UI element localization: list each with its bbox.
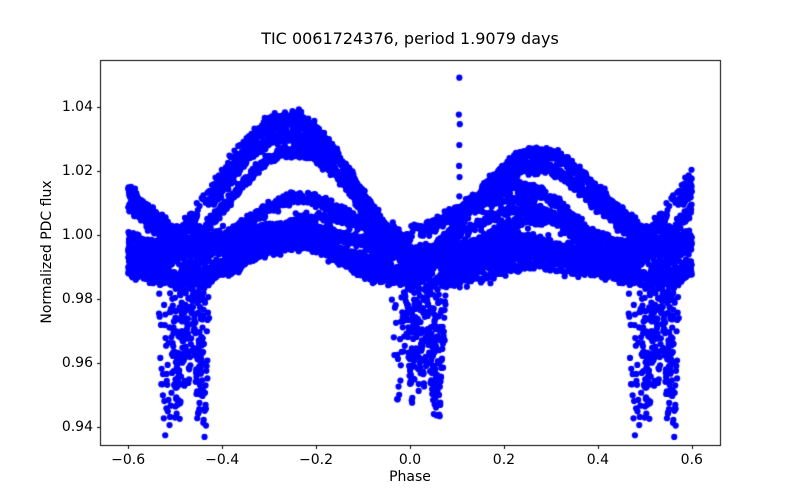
x-tick-label: 0.2 [492, 452, 516, 468]
x-tick-label: −0.4 [205, 452, 240, 468]
y-tick-label: 0.94 [61, 419, 93, 436]
x-axis-label: Phase [389, 469, 431, 485]
chart-title: TIC 0061724376, period 1.9079 days [261, 29, 559, 48]
y-tick-label: 0.98 [61, 291, 93, 308]
x-tick-label: 0.0 [398, 452, 422, 468]
x-tick-label: 0.6 [680, 452, 703, 468]
y-tick-label: 1.00 [61, 226, 93, 243]
x-tick-label: −0.2 [299, 452, 334, 468]
y-tick-label: 1.04 [61, 98, 93, 115]
x-tick-label: −0.6 [111, 452, 146, 468]
x-tick-label: 0.4 [586, 452, 609, 468]
y-tick-label: 1.02 [61, 162, 93, 179]
y-tick-label: 0.96 [61, 355, 93, 372]
